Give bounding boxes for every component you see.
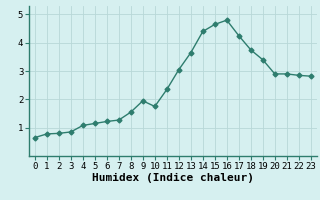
X-axis label: Humidex (Indice chaleur): Humidex (Indice chaleur): [92, 173, 254, 183]
